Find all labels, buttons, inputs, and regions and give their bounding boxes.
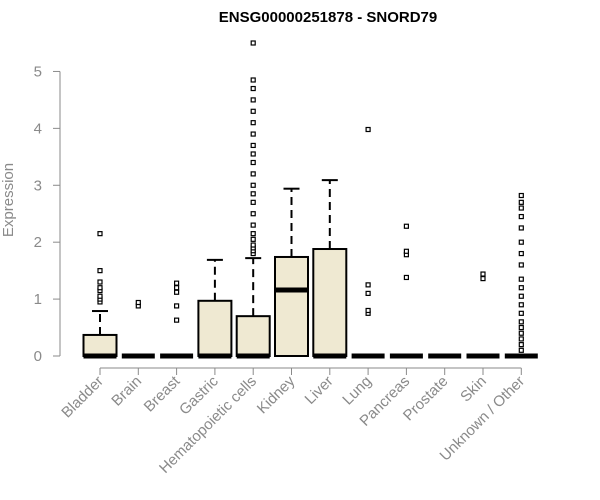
outlier-point — [365, 282, 371, 288]
outlier-point — [518, 285, 524, 291]
outlier-point — [518, 225, 524, 231]
outlier-point — [250, 77, 256, 83]
box-body — [197, 299, 233, 358]
outlier-point — [518, 205, 524, 211]
outlier-point — [250, 97, 256, 103]
box-body — [312, 248, 348, 357]
outlier-point — [518, 324, 524, 331]
outlier-point — [250, 40, 256, 46]
outlier-point — [518, 319, 524, 325]
outlier-point — [97, 268, 103, 274]
outlier-point — [518, 262, 524, 268]
outlier-point — [174, 317, 180, 323]
plot-area — [82, 40, 538, 359]
x-tick-label: Bladder — [58, 373, 107, 422]
box-kidney — [274, 187, 309, 357]
outlier-point — [518, 276, 524, 282]
outlier-point — [97, 285, 103, 291]
box-liver — [312, 179, 348, 359]
outlier-point — [518, 239, 524, 245]
outlier-point — [518, 250, 524, 257]
y-tick-label: 1 — [34, 291, 42, 308]
outlier-point — [97, 231, 103, 237]
outlier-point — [250, 222, 256, 228]
outlier-point — [518, 330, 524, 336]
outlier-point — [518, 293, 524, 299]
outlier-point — [518, 342, 524, 348]
chart-title: ENSG00000251878 - SNORD79 — [219, 9, 437, 26]
outlier-point — [403, 248, 409, 254]
outlier-point — [403, 274, 409, 281]
outlier-point — [250, 151, 256, 157]
outlier-point — [250, 131, 256, 137]
box-brain — [121, 299, 155, 359]
y-tick-label: 3 — [34, 177, 42, 194]
box-bladder — [82, 231, 118, 359]
outlier-point — [250, 85, 256, 92]
outlier-point — [518, 302, 524, 308]
x-tick-label: Liver — [302, 373, 337, 408]
outlier-point — [250, 120, 256, 126]
outlier-point — [480, 271, 486, 277]
x-tick-label: Brain — [108, 373, 145, 410]
outlier-point — [174, 289, 180, 295]
outlier-point — [174, 280, 180, 286]
x-tick-label: Skin — [457, 373, 490, 406]
outlier-point — [135, 299, 141, 306]
outlier-point — [403, 223, 409, 229]
outlier-point — [250, 142, 256, 149]
outlier-point — [250, 182, 256, 188]
box-pancreas — [389, 223, 423, 359]
box-gastric — [197, 258, 233, 359]
y-tick-label: 0 — [34, 348, 42, 365]
outlier-point — [518, 347, 524, 353]
y-tick-label: 4 — [34, 120, 42, 137]
y-axis: 0 1 2 3 4 5 — [34, 63, 61, 365]
outlier-point — [518, 199, 524, 205]
box-body — [274, 255, 309, 357]
box-breast — [160, 280, 194, 359]
box-unknown-other — [504, 192, 538, 359]
outlier-point — [365, 126, 371, 133]
outlier-point — [250, 108, 256, 114]
outlier-point — [250, 159, 256, 166]
outlier-point — [518, 336, 524, 342]
outlier-point — [174, 285, 180, 291]
outlier-point — [250, 242, 256, 248]
outlier-point — [518, 192, 524, 199]
y-axis-label: Expression — [0, 163, 17, 237]
outlier-point — [518, 213, 524, 220]
outlier-point — [97, 279, 103, 285]
y-tick-label: 5 — [34, 63, 42, 80]
outlier-point — [250, 191, 256, 197]
outlier-point — [97, 293, 103, 299]
outlier-point — [365, 290, 371, 296]
outlier-point — [518, 310, 524, 316]
outlier-point — [480, 276, 486, 282]
outlier-point — [250, 236, 256, 242]
outlier-point — [250, 199, 256, 205]
outlier-point — [365, 307, 371, 314]
box-lung — [351, 126, 385, 359]
y-tick-label: 2 — [34, 234, 42, 251]
box-body — [82, 333, 118, 357]
outlier-point — [250, 211, 256, 217]
outlier-point — [250, 231, 256, 237]
box-skin — [466, 271, 500, 359]
box-body — [235, 315, 271, 357]
box-hematopoietic-cells — [235, 40, 271, 359]
outlier-point — [174, 303, 180, 309]
x-tick-label: Kidney — [254, 372, 299, 417]
outlier-point — [250, 171, 256, 177]
